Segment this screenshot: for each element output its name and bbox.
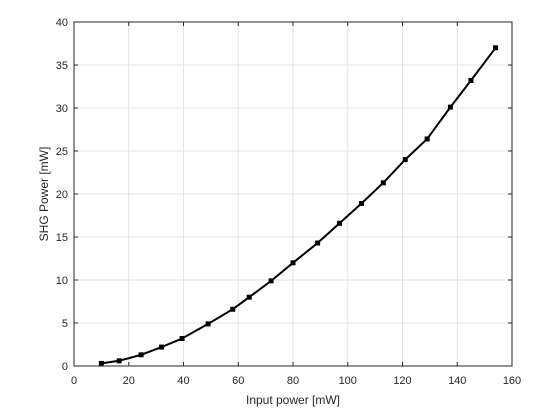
x-tick-label: 0 bbox=[71, 375, 77, 387]
y-tick-label: 0 bbox=[62, 361, 68, 373]
data-point bbox=[447, 104, 453, 110]
data-point bbox=[246, 294, 252, 300]
data-point bbox=[230, 306, 236, 312]
data-point bbox=[159, 344, 165, 350]
data-point bbox=[315, 240, 321, 246]
data-point bbox=[116, 358, 122, 364]
data-point bbox=[268, 278, 274, 284]
x-tick-label: 40 bbox=[177, 375, 189, 387]
ticks bbox=[73, 21, 513, 367]
x-tick-label: 20 bbox=[123, 375, 135, 387]
x-tick-label: 120 bbox=[393, 375, 411, 387]
y-axis-title: SHG Power [mW] bbox=[37, 147, 51, 242]
x-tick-label: 80 bbox=[287, 375, 299, 387]
data-point bbox=[493, 45, 499, 51]
y-tick-label: 20 bbox=[56, 189, 68, 201]
y-tick-label: 30 bbox=[56, 103, 68, 115]
tick-labels: 0 20 40 60 80 100 120 140 160 0 5 10 15 20 25 30 35 40 bbox=[56, 17, 521, 387]
series bbox=[98, 45, 499, 366]
data-point bbox=[138, 352, 144, 358]
x-tick-label: 60 bbox=[232, 375, 244, 387]
x-tick-label: 140 bbox=[448, 375, 466, 387]
y-tick-label: 35 bbox=[56, 60, 68, 72]
x-axis-title: Input power [mW] bbox=[246, 393, 340, 407]
x-tick-label: 100 bbox=[339, 375, 357, 387]
data-point bbox=[358, 200, 364, 206]
data-point bbox=[179, 335, 185, 341]
y-tick-label: 10 bbox=[56, 275, 68, 287]
grid bbox=[73, 21, 513, 367]
data-point bbox=[98, 360, 104, 366]
series-line bbox=[101, 47, 497, 365]
data-point bbox=[290, 260, 296, 266]
y-tick-label: 15 bbox=[56, 232, 68, 244]
x-tick-label: 160 bbox=[503, 375, 521, 387]
data-point bbox=[402, 157, 408, 163]
y-tick-label: 25 bbox=[56, 146, 68, 158]
data-point bbox=[205, 321, 211, 327]
y-tick-label: 5 bbox=[62, 318, 68, 330]
y-tick-label: 40 bbox=[56, 17, 68, 29]
data-point bbox=[468, 77, 474, 83]
data-point bbox=[337, 220, 343, 226]
data-point bbox=[380, 180, 386, 186]
data-point bbox=[424, 136, 430, 142]
